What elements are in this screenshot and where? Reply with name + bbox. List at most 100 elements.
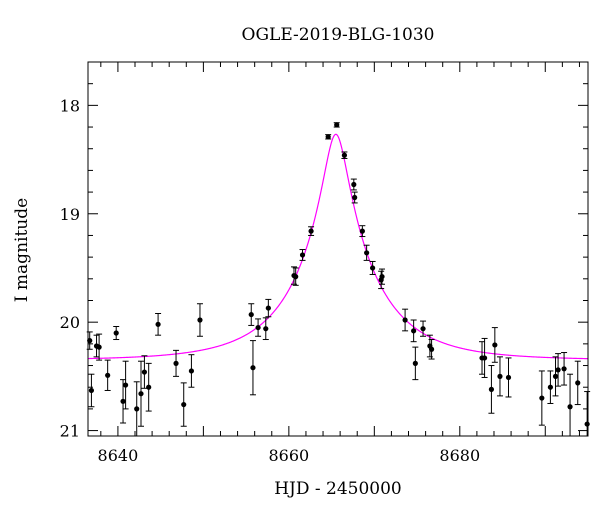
data-point	[265, 298, 272, 318]
point-marker	[359, 228, 365, 234]
point-marker	[113, 330, 119, 336]
data-point	[122, 360, 129, 410]
point-marker	[188, 368, 195, 374]
point-marker	[555, 367, 561, 373]
data-point	[255, 318, 262, 337]
data-point	[299, 249, 306, 261]
point-marker	[96, 344, 102, 350]
data-point	[555, 353, 562, 387]
point-marker	[412, 360, 418, 366]
y-axis-label: I magnitude	[12, 198, 32, 302]
data-point	[180, 382, 187, 427]
point-marker	[293, 274, 299, 280]
data-point	[359, 225, 366, 238]
data-point	[333, 122, 340, 128]
point-marker	[334, 122, 340, 128]
point-marker	[497, 373, 503, 379]
x-tick-label: 8640	[98, 446, 139, 465]
point-marker	[299, 252, 306, 258]
point-marker	[325, 134, 331, 140]
data-point	[325, 134, 332, 140]
data-point	[351, 191, 358, 204]
model-curve-layer	[87, 133, 589, 360]
data-point	[292, 267, 299, 286]
point-marker	[265, 305, 271, 311]
x-tick-label: 8680	[439, 446, 480, 465]
data-point	[584, 391, 591, 436]
point-marker	[263, 326, 269, 332]
point-marker	[552, 373, 559, 379]
point-marker	[146, 384, 152, 390]
chart-title: OGLE-2019-BLG-1030	[242, 25, 435, 45]
point-marker	[250, 365, 256, 371]
point-marker	[481, 355, 488, 361]
data-point	[402, 308, 409, 332]
data-point	[249, 340, 256, 396]
data-point	[120, 379, 127, 424]
point-marker	[561, 366, 567, 372]
data-point	[341, 151, 348, 159]
point-marker	[539, 395, 545, 401]
data-point	[262, 317, 269, 341]
data-points-layer	[86, 122, 591, 437]
data-point	[496, 356, 503, 397]
data-point	[410, 319, 417, 343]
data-point	[379, 268, 386, 285]
data-point	[491, 327, 498, 363]
point-marker	[351, 181, 357, 188]
point-marker	[364, 250, 370, 256]
data-point	[173, 349, 180, 377]
point-marker	[308, 228, 314, 234]
data-point	[88, 373, 95, 408]
data-point	[369, 260, 376, 275]
data-point	[561, 352, 568, 386]
tick-labels: 8640 8660 8680 18 19 20 21	[60, 96, 481, 465]
data-point	[93, 334, 100, 358]
data-point	[113, 326, 120, 341]
point-marker	[488, 386, 495, 392]
data-point	[196, 303, 203, 337]
point-marker	[341, 152, 348, 158]
point-marker	[584, 421, 590, 427]
data-point	[350, 178, 357, 191]
y-tick-label: 19	[60, 205, 80, 224]
y-tick-label: 21	[60, 422, 80, 441]
point-marker	[105, 372, 111, 378]
point-marker	[428, 346, 435, 352]
point-marker	[352, 194, 358, 201]
data-point	[412, 346, 419, 381]
point-marker	[138, 391, 144, 397]
point-marker	[181, 401, 187, 408]
y-tick-label: 20	[60, 313, 80, 332]
point-marker	[134, 406, 140, 412]
point-marker	[155, 321, 161, 327]
data-point	[155, 313, 162, 336]
data-point	[137, 360, 144, 427]
data-point	[488, 365, 495, 414]
point-marker	[505, 374, 512, 381]
point-marker	[379, 274, 385, 280]
point-marker	[575, 380, 581, 386]
point-marker	[120, 398, 126, 404]
point-marker	[123, 382, 129, 388]
point-marker	[420, 326, 426, 332]
data-point	[133, 381, 140, 437]
data-point	[104, 359, 111, 391]
data-point	[567, 373, 574, 436]
point-marker	[411, 328, 417, 334]
data-point	[188, 354, 195, 388]
model-curve	[87, 133, 589, 360]
data-point	[574, 360, 581, 406]
point-marker	[197, 317, 203, 323]
data-point	[538, 370, 545, 426]
point-marker	[402, 317, 408, 323]
data-point	[428, 339, 435, 360]
point-marker	[370, 265, 376, 271]
data-point	[378, 270, 385, 290]
data-point	[547, 370, 554, 404]
data-point	[481, 337, 488, 378]
point-marker	[141, 369, 148, 375]
data-point	[141, 355, 148, 389]
data-point	[96, 333, 103, 361]
